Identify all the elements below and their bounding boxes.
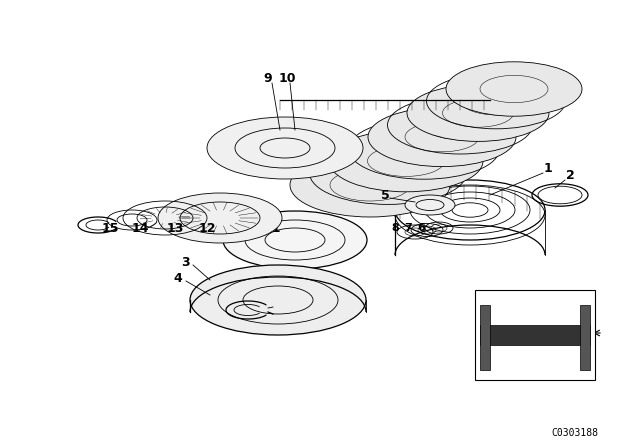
Text: 15: 15 [101, 221, 119, 234]
Text: 8: 8 [391, 223, 399, 233]
Text: 6: 6 [417, 223, 425, 233]
Ellipse shape [446, 62, 582, 116]
Ellipse shape [329, 130, 483, 192]
Bar [475, 290, 595, 380]
Bar [580, 305, 590, 370]
Text: 4: 4 [173, 271, 182, 284]
Ellipse shape [290, 153, 450, 217]
Text: 10: 10 [278, 72, 296, 85]
Ellipse shape [407, 85, 549, 142]
Ellipse shape [207, 117, 363, 179]
Text: C0303188: C0303188 [551, 428, 598, 438]
Text: 3: 3 [180, 255, 189, 268]
Text: 11: 11 [263, 221, 281, 234]
Text: 7: 7 [404, 223, 412, 233]
Ellipse shape [158, 193, 282, 243]
Text: 9: 9 [264, 72, 272, 85]
Text: 12: 12 [198, 221, 216, 234]
Ellipse shape [405, 195, 455, 215]
Bar [480, 305, 490, 370]
Text: 13: 13 [166, 221, 184, 234]
Text: 5: 5 [381, 189, 389, 202]
Ellipse shape [190, 265, 366, 335]
Text: 2: 2 [566, 168, 574, 181]
Ellipse shape [368, 108, 516, 167]
Text: 1: 1 [543, 161, 552, 175]
Bar [480, 325, 590, 345]
Ellipse shape [223, 211, 367, 269]
Text: 14: 14 [131, 221, 148, 234]
